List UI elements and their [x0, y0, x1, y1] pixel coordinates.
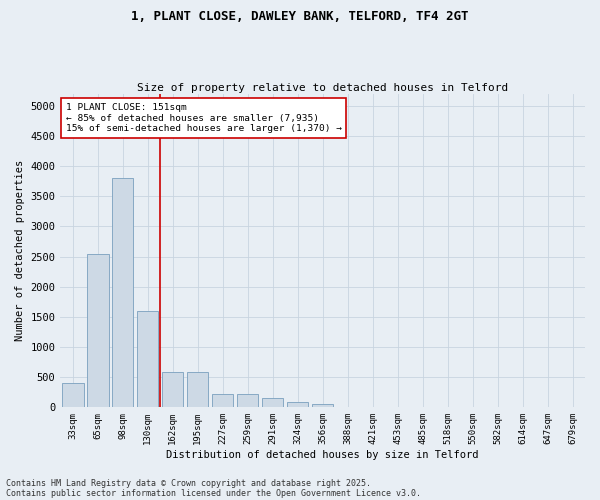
- Bar: [187, 372, 208, 408]
- Bar: [87, 254, 109, 408]
- X-axis label: Distribution of detached houses by size in Telford: Distribution of detached houses by size …: [166, 450, 479, 460]
- Text: 1, PLANT CLOSE, DAWLEY BANK, TELFORD, TF4 2GT: 1, PLANT CLOSE, DAWLEY BANK, TELFORD, TF…: [131, 10, 469, 23]
- Bar: [62, 383, 83, 407]
- Bar: [262, 398, 283, 407]
- Text: Contains HM Land Registry data © Crown copyright and database right 2025.: Contains HM Land Registry data © Crown c…: [6, 478, 371, 488]
- Bar: [312, 404, 334, 407]
- Bar: [237, 394, 259, 407]
- Bar: [112, 178, 133, 408]
- Bar: [162, 372, 184, 408]
- Y-axis label: Number of detached properties: Number of detached properties: [15, 160, 25, 341]
- Bar: [137, 311, 158, 408]
- Bar: [212, 394, 233, 407]
- Bar: [287, 402, 308, 407]
- Title: Size of property relative to detached houses in Telford: Size of property relative to detached ho…: [137, 83, 508, 93]
- Text: 1 PLANT CLOSE: 151sqm
← 85% of detached houses are smaller (7,935)
15% of semi-d: 1 PLANT CLOSE: 151sqm ← 85% of detached …: [65, 103, 341, 133]
- Text: Contains public sector information licensed under the Open Government Licence v3: Contains public sector information licen…: [6, 488, 421, 498]
